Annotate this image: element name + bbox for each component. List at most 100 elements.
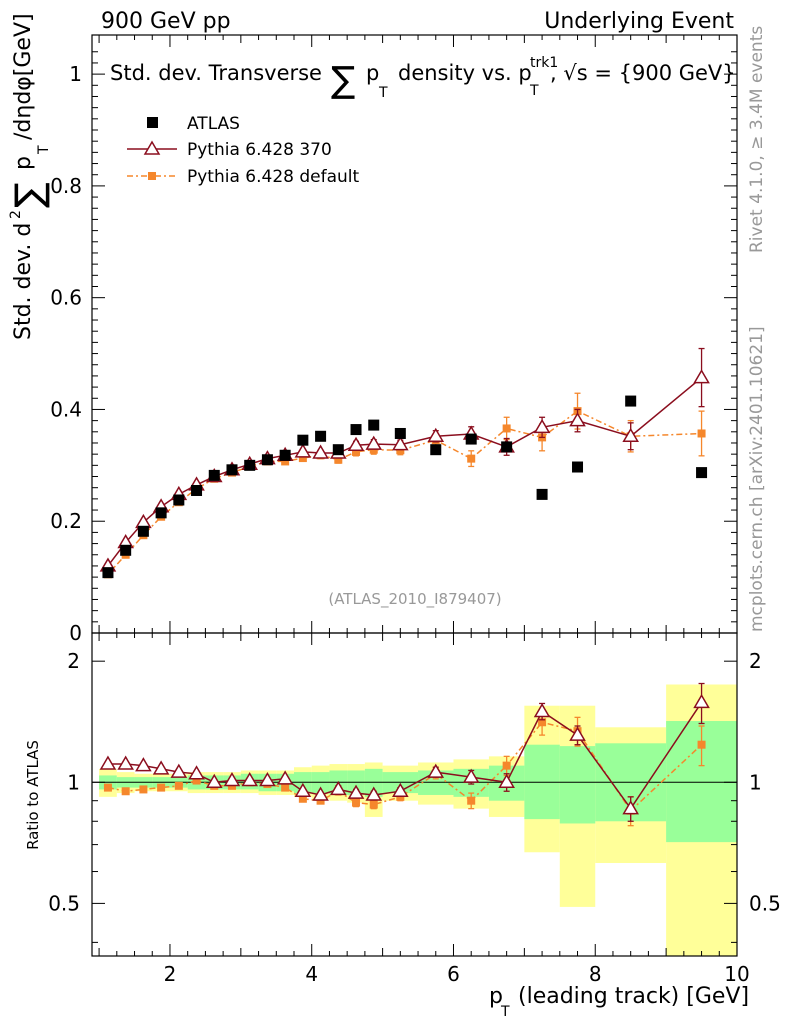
legend-label-atlas: ATLAS bbox=[187, 114, 240, 134]
x-tick-label: 10 bbox=[724, 962, 749, 986]
band-inner-bin bbox=[364, 768, 383, 797]
ratio-p370-point bbox=[569, 726, 586, 741]
title-sum-symbol: ∑ bbox=[331, 60, 355, 101]
x-tick-label: 4 bbox=[305, 962, 318, 986]
ratio-p370-point bbox=[347, 784, 365, 799]
ratio-p370-point bbox=[365, 786, 383, 801]
atlas-point bbox=[297, 434, 309, 446]
atlas-point bbox=[465, 433, 477, 445]
ratio-p370-point bbox=[427, 763, 445, 778]
ratio-pdefault-point bbox=[103, 783, 112, 792]
mcplots-label: mcplots.cern.ch [arXiv:2401.10621] bbox=[747, 326, 767, 632]
atlas-point bbox=[572, 461, 584, 473]
pdefault-point bbox=[334, 455, 343, 464]
p370-point bbox=[622, 427, 639, 443]
ratio-p370-point bbox=[498, 773, 515, 789]
ratio-p370-point bbox=[223, 772, 241, 787]
ratio-pdefault-point bbox=[538, 718, 547, 727]
atlas-point bbox=[173, 494, 185, 506]
pdefault-line bbox=[107, 410, 702, 575]
ratio-pdefault-line bbox=[107, 721, 703, 812]
ratio-y-tick-label: 0.5 bbox=[48, 891, 80, 915]
atlas-point bbox=[350, 424, 362, 436]
title-part-c: , √s = {900 GeV} bbox=[550, 61, 736, 85]
atlas-point bbox=[261, 454, 273, 466]
y-tick-label: 0 bbox=[69, 621, 82, 645]
ratio-p370-point bbox=[329, 780, 347, 796]
main-ylabel: Std. dev. d 2 ∑ p T /dηdφ[GeV] bbox=[7, 13, 52, 340]
ratio-axis-ticks: 2 4 6 8 10 0.5 0.5 1 1 2 2 bbox=[48, 633, 781, 986]
x-axis-label: p T (leading track) [GeV] bbox=[489, 984, 749, 1020]
ylabel-p: p bbox=[11, 156, 36, 170]
x-tick-label: 2 bbox=[164, 962, 177, 986]
p370-point bbox=[427, 427, 445, 443]
main-series bbox=[99, 347, 710, 579]
analysis-watermark: (ATLAS_2010_I879407) bbox=[328, 590, 501, 609]
ratio-p370-point bbox=[462, 768, 480, 783]
p370-point bbox=[347, 436, 365, 451]
ratio-p370-point bbox=[205, 773, 223, 789]
pdefault-point bbox=[352, 447, 361, 456]
atlas-point bbox=[625, 395, 637, 407]
legend-marker-pdefault bbox=[148, 172, 156, 180]
atlas-point bbox=[120, 544, 132, 556]
ratio-ylabel: Ratio to ATLAS bbox=[24, 740, 42, 850]
ratio-p370-point bbox=[188, 765, 205, 780]
ratio-p370-point bbox=[117, 755, 134, 770]
main-title: Std. dev. Transverse ∑ p T density vs. p… bbox=[110, 55, 736, 101]
atlas-point bbox=[368, 419, 380, 431]
ratio-pdefault-point bbox=[352, 798, 361, 807]
atlas-point bbox=[226, 464, 238, 476]
ratio-pdefault-point bbox=[467, 796, 476, 805]
title-p: p bbox=[366, 61, 379, 85]
ratio-pdefault-point bbox=[281, 783, 290, 792]
atlas-point bbox=[536, 488, 548, 500]
ratio-pdefault-point bbox=[121, 787, 130, 796]
atlas-point bbox=[430, 444, 442, 456]
ratio-p370-point bbox=[312, 786, 329, 801]
y-tick-label: 1 bbox=[69, 62, 82, 86]
ratio-p370-point bbox=[276, 770, 294, 785]
p370-point bbox=[569, 412, 586, 427]
ylabel-part-a: Std. dev. d bbox=[11, 223, 36, 340]
ratio-pdefault-point bbox=[174, 781, 183, 790]
ratio-uncertainty-bands bbox=[92, 684, 737, 956]
ratio-pdefault-point bbox=[369, 800, 378, 809]
pdefault-point bbox=[502, 424, 511, 433]
xlabel-p: p bbox=[489, 984, 503, 1009]
p370-point bbox=[365, 435, 383, 450]
atlas-point bbox=[394, 427, 406, 439]
ratio-pdefault-point bbox=[192, 776, 201, 785]
rivet-label: Rivet 4.1.0, ≥ 3.4M events bbox=[747, 26, 767, 253]
xlabel-rest: (leading track) [GeV] bbox=[518, 984, 749, 1009]
atlas-point bbox=[279, 449, 291, 461]
atlas-point bbox=[332, 444, 344, 456]
atlas-point bbox=[501, 441, 513, 453]
legend-label-pdefault: Pythia 6.428 default bbox=[187, 167, 360, 187]
p370-point bbox=[312, 444, 329, 459]
atlas-point bbox=[155, 507, 167, 519]
atlas-point bbox=[137, 525, 149, 537]
legend-marker-p370 bbox=[143, 140, 161, 155]
ratio-y-tick-label: 1 bbox=[67, 770, 80, 794]
title-sub-T: T bbox=[378, 85, 388, 101]
p370-line bbox=[107, 377, 703, 567]
title-part-a: Std. dev. Transverse bbox=[110, 61, 322, 85]
atlas-point bbox=[244, 459, 256, 471]
title-sup-trk1: trk1 bbox=[530, 55, 558, 71]
ratio-series bbox=[99, 682, 710, 827]
ratio-p370-point bbox=[170, 763, 188, 778]
ratio-p370-point bbox=[622, 800, 639, 815]
band-inner-bin bbox=[559, 746, 596, 824]
ratio-y-tick-label-right: 2 bbox=[749, 649, 762, 673]
ratio-pdefault-point bbox=[697, 740, 706, 749]
p370-point bbox=[392, 436, 409, 451]
x-tick-label: 6 bbox=[447, 962, 460, 986]
ratio-pdefault-point bbox=[157, 783, 166, 792]
y-tick-label: 0.2 bbox=[50, 509, 82, 533]
p370-point bbox=[294, 443, 312, 458]
ratio-p370-point bbox=[392, 782, 409, 797]
panel-frames bbox=[91, 34, 738, 957]
xlabel-sub-T: T bbox=[500, 1004, 510, 1020]
